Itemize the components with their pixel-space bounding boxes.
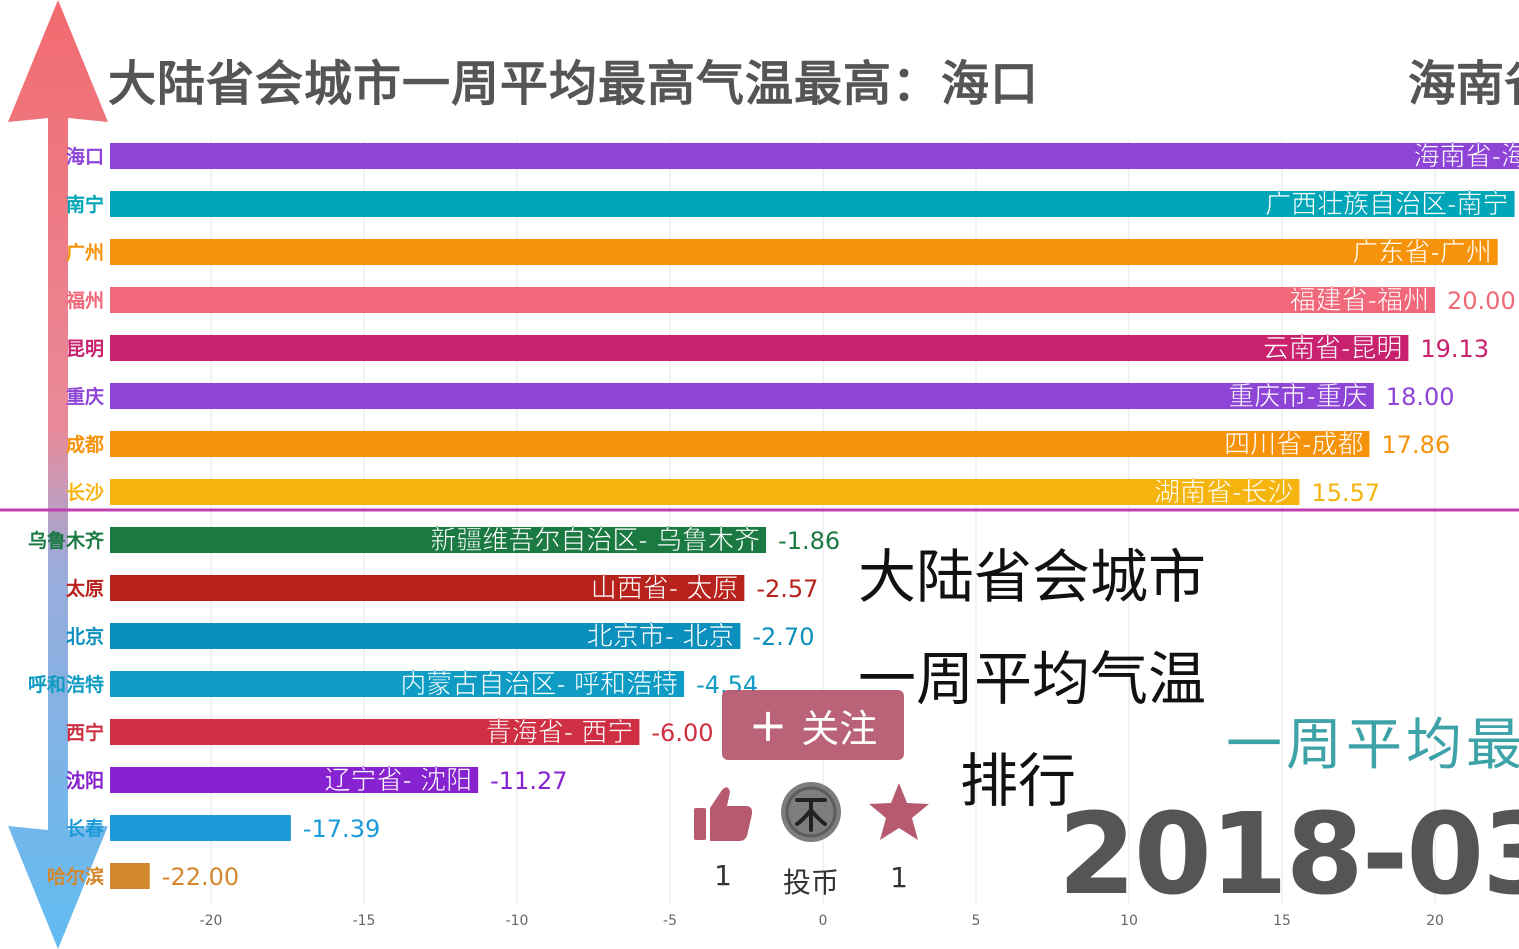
plus-icon: + — [748, 698, 788, 752]
caption-line-3: 排行 — [960, 747, 1077, 815]
bar-name-label: 山西省- 太原 — [591, 574, 739, 604]
bar-name-label: 广西壮族自治区-南宁 — [1265, 190, 1508, 220]
bar — [110, 431, 1370, 457]
bar-name-label: 福建省-福州 — [1290, 286, 1429, 316]
x-tick-label: 0 — [819, 913, 828, 929]
category-label: 西宁 — [66, 721, 104, 744]
category-label: 南宁 — [66, 193, 104, 216]
value-label: 20.00 — [1447, 287, 1516, 315]
bar — [110, 239, 1498, 265]
value-label: 15.57 — [1311, 479, 1380, 507]
value-label: 17.86 — [1382, 431, 1451, 459]
coin-label: 投币 — [782, 866, 839, 899]
bar — [110, 191, 1515, 217]
bar — [110, 767, 479, 793]
bar — [110, 335, 1409, 361]
date-label: 2018-03 — [1058, 790, 1519, 920]
bar — [110, 575, 745, 601]
category-label: 长沙 — [66, 482, 104, 504]
bar-name-label: 青海省- 西宁 — [486, 718, 634, 748]
x-tick-label: 15 — [1273, 913, 1291, 929]
category-label: 呼和浩特 — [28, 673, 104, 696]
value-label: -17.39 — [303, 815, 380, 843]
category-label: 沈阳 — [66, 769, 104, 792]
follow-button[interactable]: + 关注 — [722, 690, 904, 760]
watermark-text: 一周平均最 — [1226, 713, 1519, 778]
bar — [110, 671, 685, 697]
coin-action[interactable]: 投币 — [776, 780, 846, 901]
value-label: -11.27 — [490, 767, 567, 795]
like-action[interactable]: 1 — [690, 784, 756, 892]
category-label: 重庆 — [66, 385, 104, 408]
chart-title-province: 海南省 — [1408, 56, 1519, 112]
bar-name-label: 新疆维吾尔自治区- 乌鲁木齐 — [430, 526, 760, 556]
category-label: 北京 — [66, 625, 104, 648]
coin-icon — [781, 782, 841, 842]
chart-title: 大陆省会城市一周平均最高气温最高：海口 — [108, 56, 1040, 112]
x-tick-label: 5 — [972, 913, 981, 929]
x-tick-label: -20 — [200, 913, 223, 929]
bar-name-label: 四川省-成都 — [1224, 430, 1363, 460]
bar — [110, 287, 1435, 313]
x-tick-label: -10 — [506, 913, 529, 929]
value-label: 19.13 — [1420, 335, 1489, 363]
category-label: 哈尔滨 — [47, 865, 104, 888]
x-tick-label: -5 — [663, 913, 677, 929]
star-icon — [869, 783, 929, 840]
category-label: 福州 — [65, 289, 104, 312]
category-label: 乌鲁木齐 — [28, 529, 105, 552]
category-label: 昆明 — [66, 338, 104, 360]
value-label: -6.00 — [651, 719, 713, 747]
bar-name-label: 重庆市-重庆 — [1228, 382, 1367, 412]
category-label: 成都 — [66, 433, 104, 456]
bar — [110, 719, 640, 745]
value-label: -2.70 — [752, 623, 814, 651]
bar — [110, 623, 741, 649]
favorite-action[interactable]: 1 — [866, 780, 932, 894]
bar-name-label: 内蒙古自治区- 呼和浩特 — [400, 670, 678, 700]
bar — [110, 527, 767, 553]
category-label: 太原 — [66, 577, 104, 600]
bar — [110, 815, 291, 841]
bar — [110, 383, 1374, 409]
x-tick-label: -15 — [353, 913, 376, 929]
value-label: -2.57 — [756, 575, 818, 603]
caption-line-1: 大陆省会城市 — [858, 543, 1207, 611]
double-arrow-icon — [8, 0, 108, 949]
category-label: 广州 — [66, 241, 104, 264]
bar — [110, 143, 1519, 169]
bar — [110, 479, 1300, 505]
value-label: -1.86 — [778, 527, 840, 555]
bar-name-label: 广东省-广州 — [1352, 238, 1491, 268]
value-label: -22.00 — [162, 863, 239, 891]
bar-name-label: 北京市- 北京 — [587, 622, 735, 652]
bar-name-label: 辽宁省- 沈阳 — [324, 766, 472, 796]
category-label: 长春 — [66, 817, 104, 840]
category-label: 海口 — [66, 145, 104, 168]
caption-line-2: 一周平均气温 — [858, 645, 1207, 713]
value-label: 18.00 — [1386, 383, 1455, 411]
bar — [110, 863, 150, 889]
follow-button-label: 关注 — [801, 706, 878, 751]
x-tick-label: 10 — [1120, 913, 1138, 929]
favorite-count: 1 — [890, 861, 908, 894]
bar-name-label: 湖南省-长沙 — [1154, 478, 1293, 508]
bar-name-label: 海南省-海口 — [1414, 142, 1519, 172]
like-count: 1 — [714, 859, 732, 892]
bar-name-label: 云南省-昆明 — [1263, 334, 1402, 364]
thumbs-up-icon — [694, 787, 753, 841]
x-tick-label: 20 — [1426, 913, 1444, 929]
